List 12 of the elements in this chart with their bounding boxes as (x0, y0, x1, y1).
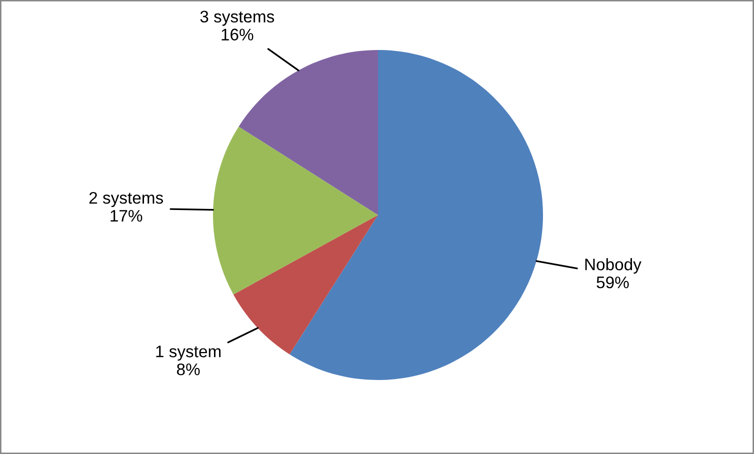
slice-label: 2 systems (89, 192, 164, 208)
pie-slice (233, 215, 378, 354)
pie-slice (290, 50, 543, 380)
data-label: 59% (596, 276, 629, 288)
slice-label: 3 systems (200, 10, 274, 26)
pie-slice (238, 50, 378, 215)
pie-slice (213, 126, 378, 294)
slice-label: Nobody (585, 258, 642, 274)
data-label: 17% (110, 210, 142, 222)
data-label: 8% (176, 363, 200, 376)
data-label: 16% (222, 28, 254, 40)
slice-label: 1 system (156, 346, 221, 361)
